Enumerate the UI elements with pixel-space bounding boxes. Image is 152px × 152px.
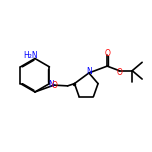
Text: O: O — [104, 49, 110, 58]
Text: N: N — [48, 80, 54, 89]
Text: N: N — [86, 67, 92, 76]
Text: O: O — [116, 68, 122, 78]
Text: O: O — [51, 81, 57, 90]
Text: H₂N: H₂N — [23, 51, 37, 60]
